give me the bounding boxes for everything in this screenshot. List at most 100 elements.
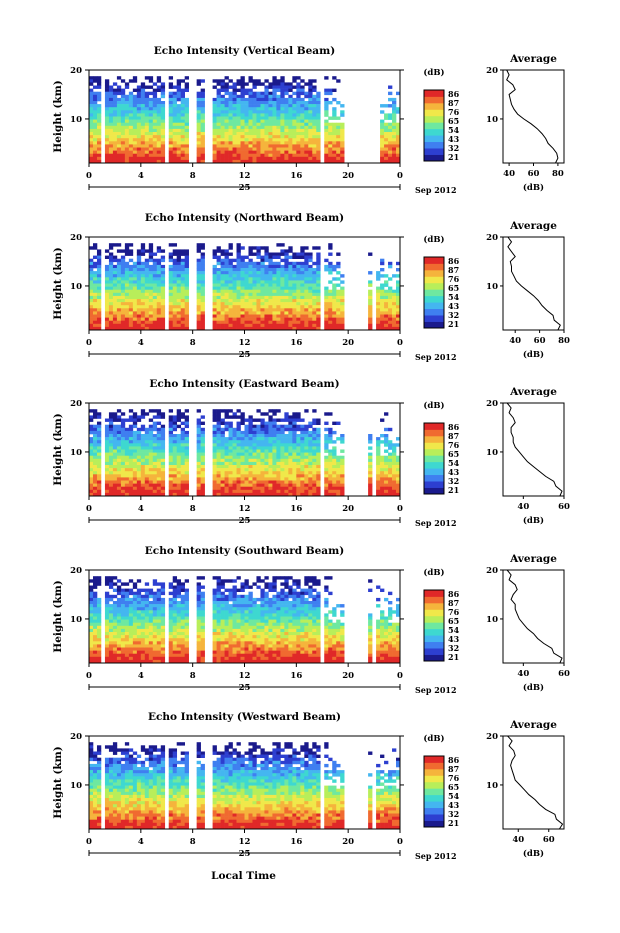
heatmap-cell [221, 95, 225, 98]
heatmap-cell [181, 302, 185, 305]
heatmap-cell [368, 293, 372, 296]
heatmap-cell [149, 459, 153, 462]
heatmap-cell [177, 256, 181, 259]
heatmap-cell [161, 265, 165, 268]
heatmap-cell [133, 154, 137, 157]
heatmap-cell [233, 471, 237, 474]
heatmap-cell [177, 490, 181, 493]
heatmap-cell [268, 443, 272, 446]
heatmap-cell [272, 144, 276, 147]
heatmap-cell [340, 123, 344, 126]
heatmap-cell [117, 86, 121, 89]
heatmap-cell [241, 481, 245, 484]
heatmap-cell [105, 440, 109, 443]
colorbar-swatch [424, 283, 444, 290]
heatmap-cell [316, 431, 320, 434]
heatmap-cell [157, 259, 161, 262]
heatmap-cell [268, 290, 272, 293]
heatmap-cell [157, 471, 161, 474]
heatmap-cell [129, 632, 133, 635]
heatmap-cell [276, 280, 280, 283]
heatmap-cell [185, 284, 189, 287]
heatmap-cell [256, 477, 260, 480]
heatmap-cell [392, 129, 396, 132]
heatmap-cell [260, 92, 264, 95]
heatmap-cell [260, 474, 264, 477]
heatmap-cell [237, 268, 241, 271]
heatmap-cell [149, 126, 153, 129]
heatmap-cell [260, 148, 264, 151]
heatmap-cell [229, 144, 233, 147]
heatmap-cell [336, 318, 340, 321]
heatmap-cell [316, 471, 320, 474]
heatmap-cell [121, 129, 125, 132]
heatmap-cell [169, 154, 173, 157]
heatmap-cell [89, 477, 93, 480]
heatmap-cell [217, 117, 221, 120]
heatmap-cell [133, 107, 137, 110]
heatmap-cell [117, 471, 121, 474]
heatmap-cell [233, 120, 237, 123]
heatmap-cell [233, 284, 237, 287]
heatmap-cell [292, 462, 296, 465]
heatmap-cell [89, 610, 93, 613]
heatmap-cell [105, 308, 109, 311]
heatmap-cell [340, 290, 344, 293]
heatmap-cell [181, 92, 185, 95]
heatmap-cell [173, 468, 177, 471]
heatmap-cell [221, 268, 225, 271]
heatmap-cell [308, 287, 312, 290]
heatmap-cell [328, 318, 332, 321]
heatmap-cell [237, 471, 241, 474]
heatmap-cell [312, 315, 316, 318]
heatmap-cell [105, 487, 109, 490]
heatmap-cell [336, 157, 340, 160]
heatmap-cell [312, 280, 316, 283]
heatmap-cell [336, 462, 340, 465]
heatmap-cell [153, 318, 157, 321]
heatmap-cell [368, 477, 372, 480]
heatmap-cell [300, 141, 304, 144]
heatmap-cell [169, 110, 173, 113]
heatmap-cell [105, 148, 109, 151]
heatmap-cell [237, 110, 241, 113]
heatmap-cell [304, 268, 308, 271]
heatmap-cell [161, 280, 165, 283]
heatmap-cell [288, 98, 292, 101]
heatmap-cell [161, 428, 165, 431]
heatmap-cell [241, 82, 245, 85]
heatmap-cell [229, 253, 233, 256]
heatmap-cell [233, 280, 237, 283]
heatmap-cell [233, 135, 237, 138]
heatmap-cell [89, 107, 93, 110]
heatmap-cell [217, 262, 221, 265]
heatmap-cell [185, 157, 189, 160]
heatmap-cell [121, 154, 125, 157]
heatmap-cell [201, 104, 205, 107]
heatmap-cell [141, 151, 145, 154]
heatmap-cell [105, 321, 109, 324]
heatmap-cell [229, 409, 233, 412]
heatmap-cell [296, 453, 300, 456]
heatmap-cell [248, 123, 252, 126]
heatmap-cell [316, 113, 320, 116]
heatmap-cell [161, 249, 165, 252]
heatmap-cell [300, 440, 304, 443]
heatmap-cell [121, 626, 125, 629]
heatmap-cell [109, 132, 113, 135]
heatmap-cell [284, 474, 288, 477]
heatmap-cell [340, 321, 344, 324]
heatmap-cell [225, 141, 229, 144]
heatmap-cell [197, 284, 201, 287]
heatmap-cell [237, 431, 241, 434]
heatmap-cell [308, 471, 312, 474]
heatmap-cell [185, 290, 189, 293]
heatmap-cell [245, 318, 249, 321]
heatmap-cell [125, 302, 129, 305]
heatmap-cell [312, 123, 316, 126]
heatmap-cell [384, 462, 388, 465]
heatmap-cell [173, 271, 177, 274]
heatmap-cell [93, 321, 97, 324]
heatmap-cell [256, 265, 260, 268]
heatmap-cell [145, 453, 149, 456]
